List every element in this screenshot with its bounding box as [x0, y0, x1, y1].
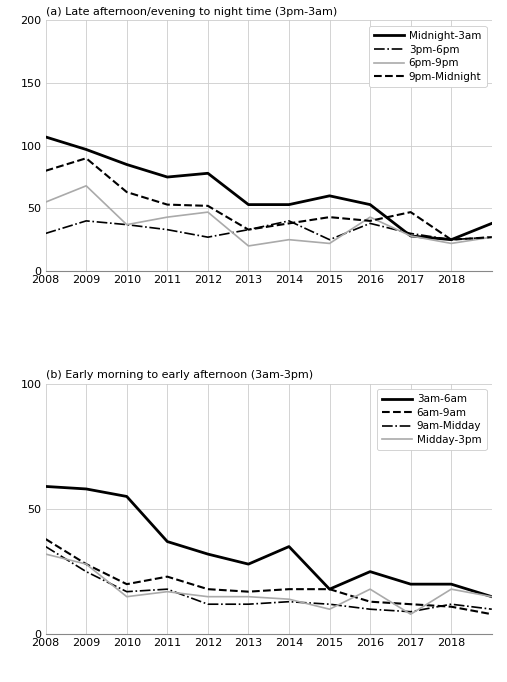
Text: (b) Early morning to early afternoon (3am-3pm): (b) Early morning to early afternoon (3a… [46, 370, 313, 380]
Legend: 3am-6am, 6am-9am, 9am-Midday, Midday-3pm: 3am-6am, 6am-9am, 9am-Midday, Midday-3pm [377, 389, 487, 450]
Text: (a) Late afternoon/evening to night time (3pm-3am): (a) Late afternoon/evening to night time… [46, 7, 337, 17]
Legend: Midnight-3am, 3pm-6pm, 6pm-9pm, 9pm-Midnight: Midnight-3am, 3pm-6pm, 6pm-9pm, 9pm-Midn… [369, 26, 487, 87]
